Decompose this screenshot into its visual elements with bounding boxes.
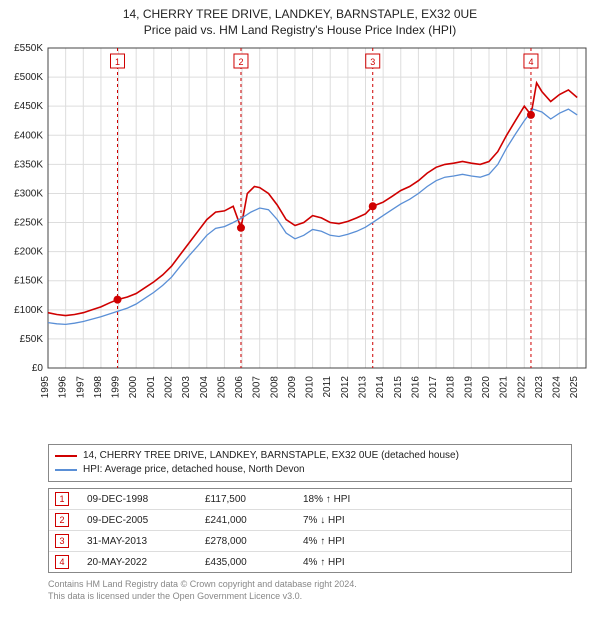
svg-text:2000: 2000	[128, 376, 139, 399]
transaction-price: £117,500	[205, 494, 285, 505]
price-chart: £0 £50K £100K £150K £200K £250K £300K £350K £400…	[0, 38, 600, 438]
svg-text:2020: 2020	[481, 376, 492, 399]
legend-swatch-icon	[55, 469, 77, 471]
transaction-date: 09-DEC-2005	[87, 515, 187, 526]
transaction-price: £241,000	[205, 515, 285, 526]
transaction-row: 3 31-MAY-2013 £278,000 4% ↑ HPI	[49, 530, 571, 551]
svg-text:2025: 2025	[569, 376, 580, 399]
svg-text:2003: 2003	[181, 376, 192, 399]
svg-text:£350K: £350K	[14, 160, 43, 171]
svg-text:£100K: £100K	[14, 305, 43, 316]
svg-text:2012: 2012	[340, 376, 351, 399]
transaction-row: 2 09-DEC-2005 £241,000 7% ↓ HPI	[49, 509, 571, 530]
svg-text:1996: 1996	[58, 376, 69, 399]
chart-svg: £0 £50K £100K £150K £200K £250K £300K £350K £400…	[0, 38, 600, 438]
svg-text:£200K: £200K	[14, 247, 43, 258]
transaction-date: 31-MAY-2013	[87, 536, 187, 547]
svg-text:2015: 2015	[393, 376, 404, 399]
svg-text:1995: 1995	[40, 376, 51, 399]
transaction-hpi-diff: 18% ↑ HPI	[303, 494, 393, 505]
attribution-line: Contains HM Land Registry data © Crown c…	[48, 579, 572, 591]
svg-text:2009: 2009	[287, 376, 298, 399]
svg-text:2004: 2004	[199, 376, 210, 399]
svg-text:£400K: £400K	[14, 131, 43, 142]
transactions-table: 1 09-DEC-1998 £117,500 18% ↑ HPI 2 09-DEC-200…	[48, 488, 572, 573]
transaction-marker-icon: 4	[55, 555, 69, 569]
svg-text:2013: 2013	[358, 376, 369, 399]
transaction-marker-icon: 1	[55, 492, 69, 506]
svg-text:£0: £0	[32, 363, 44, 374]
attribution-line: This data is licensed under the Open Gov…	[48, 591, 572, 603]
svg-text:1999: 1999	[111, 376, 122, 399]
svg-text:3: 3	[370, 57, 375, 67]
transaction-marker-icon: 3	[55, 534, 69, 548]
svg-text:2: 2	[238, 57, 243, 67]
transaction-row: 4 20-MAY-2022 £435,000 4% ↑ HPI	[49, 551, 571, 572]
svg-text:2007: 2007	[252, 376, 263, 399]
transaction-price: £435,000	[205, 557, 285, 568]
transaction-hpi-diff: 4% ↑ HPI	[303, 536, 393, 547]
chart-legend: 14, CHERRY TREE DRIVE, LANDKEY, BARNSTAP…	[48, 444, 572, 482]
chart-subtitle: Price paid vs. HM Land Registry's House …	[0, 22, 600, 38]
svg-text:2010: 2010	[305, 376, 316, 399]
transaction-row: 1 09-DEC-1998 £117,500 18% ↑ HPI	[49, 489, 571, 509]
svg-text:2018: 2018	[446, 376, 457, 399]
svg-text:2023: 2023	[534, 376, 545, 399]
legend-label: 14, CHERRY TREE DRIVE, LANDKEY, BARNSTAP…	[83, 449, 459, 463]
svg-text:4: 4	[528, 57, 533, 67]
svg-text:2006: 2006	[234, 376, 245, 399]
svg-text:1997: 1997	[75, 376, 86, 399]
chart-header: 14, CHERRY TREE DRIVE, LANDKEY, BARNSTAP…	[0, 0, 600, 38]
svg-text:£450K: £450K	[14, 102, 43, 113]
svg-text:2021: 2021	[499, 376, 510, 399]
legend-item-hpi: HPI: Average price, detached house, Nort…	[55, 463, 565, 477]
svg-text:2002: 2002	[163, 376, 174, 399]
legend-swatch-icon	[55, 455, 77, 457]
svg-text:2024: 2024	[552, 376, 563, 399]
data-attribution: Contains HM Land Registry data © Crown c…	[48, 579, 572, 602]
transaction-date: 09-DEC-1998	[87, 494, 187, 505]
svg-text:2014: 2014	[375, 376, 386, 399]
transaction-price: £278,000	[205, 536, 285, 547]
svg-text:2001: 2001	[146, 376, 157, 399]
svg-text:2016: 2016	[410, 376, 421, 399]
transaction-hpi-diff: 7% ↓ HPI	[303, 515, 393, 526]
legend-item-property: 14, CHERRY TREE DRIVE, LANDKEY, BARNSTAP…	[55, 449, 565, 463]
svg-text:1: 1	[115, 57, 120, 67]
svg-text:2005: 2005	[216, 376, 227, 399]
svg-text:£250K: £250K	[14, 218, 43, 229]
svg-text:2008: 2008	[269, 376, 280, 399]
transaction-date: 20-MAY-2022	[87, 557, 187, 568]
svg-text:1998: 1998	[93, 376, 104, 399]
svg-text:£300K: £300K	[14, 189, 43, 200]
svg-text:£500K: £500K	[14, 72, 43, 83]
legend-label: HPI: Average price, detached house, Nort…	[83, 463, 305, 477]
svg-text:£550K: £550K	[14, 43, 43, 54]
transaction-hpi-diff: 4% ↑ HPI	[303, 557, 393, 568]
transaction-marker-icon: 2	[55, 513, 69, 527]
chart-title: 14, CHERRY TREE DRIVE, LANDKEY, BARNSTAP…	[0, 6, 600, 22]
svg-text:2011: 2011	[322, 376, 333, 398]
svg-text:£150K: £150K	[14, 276, 43, 287]
svg-text:2017: 2017	[428, 376, 439, 399]
svg-text:£50K: £50K	[20, 334, 44, 345]
svg-text:2022: 2022	[516, 376, 527, 399]
svg-text:2019: 2019	[463, 376, 474, 399]
